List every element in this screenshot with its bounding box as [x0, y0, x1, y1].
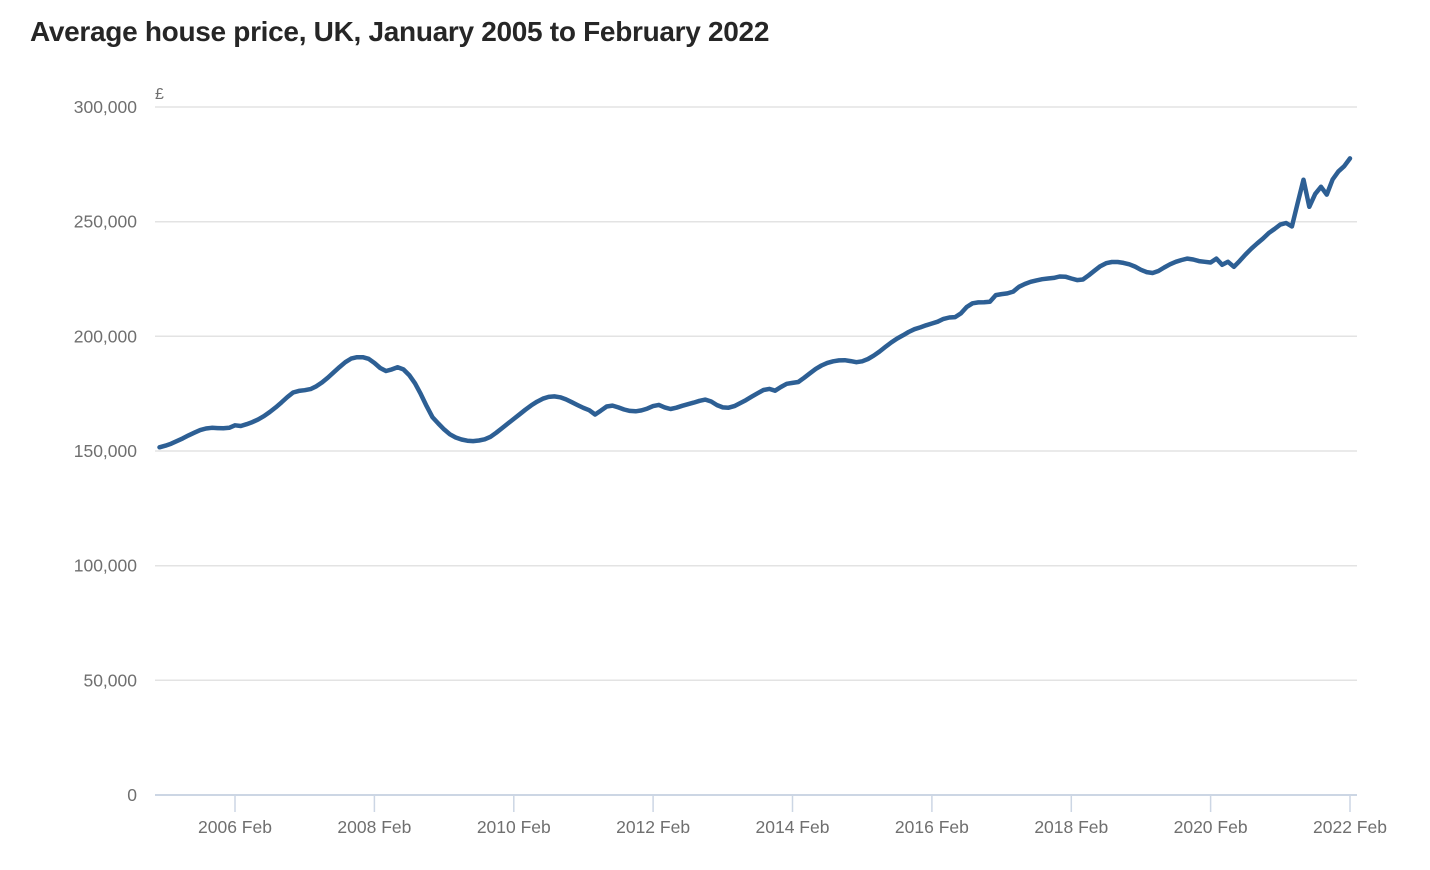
- y-axis-tick-label: 200,000: [74, 326, 138, 346]
- x-axis-tick-label: 2018 Feb: [1034, 817, 1108, 837]
- price-line: [157, 156, 1353, 450]
- x-axis-tick-label: 2006 Feb: [198, 817, 272, 837]
- y-axis-tick-label: 0: [127, 785, 137, 805]
- unit-label: £: [155, 86, 164, 103]
- y-axis-tick-label: 300,000: [74, 97, 138, 117]
- x-axis-tick-label: 2020 Feb: [1174, 817, 1248, 837]
- y-axis-tick-label: 100,000: [74, 556, 138, 576]
- x-axis-tick-label: 2022 Feb: [1313, 817, 1387, 837]
- y-axis-tick-label: 50,000: [83, 670, 137, 690]
- x-axis-tick-label: 2008 Feb: [337, 817, 411, 837]
- chart-title: Average house price, UK, January 2005 to…: [30, 16, 770, 47]
- x-axis-tick-label: 2010 Feb: [477, 817, 551, 837]
- x-axis-tick-label: 2016 Feb: [895, 817, 969, 837]
- x-axis-tick-label: 2012 Feb: [616, 817, 690, 837]
- y-axis-tick-label: 250,000: [74, 212, 138, 232]
- x-axis-tick-label: 2014 Feb: [756, 817, 830, 837]
- y-axis-tick-label: 150,000: [74, 441, 138, 461]
